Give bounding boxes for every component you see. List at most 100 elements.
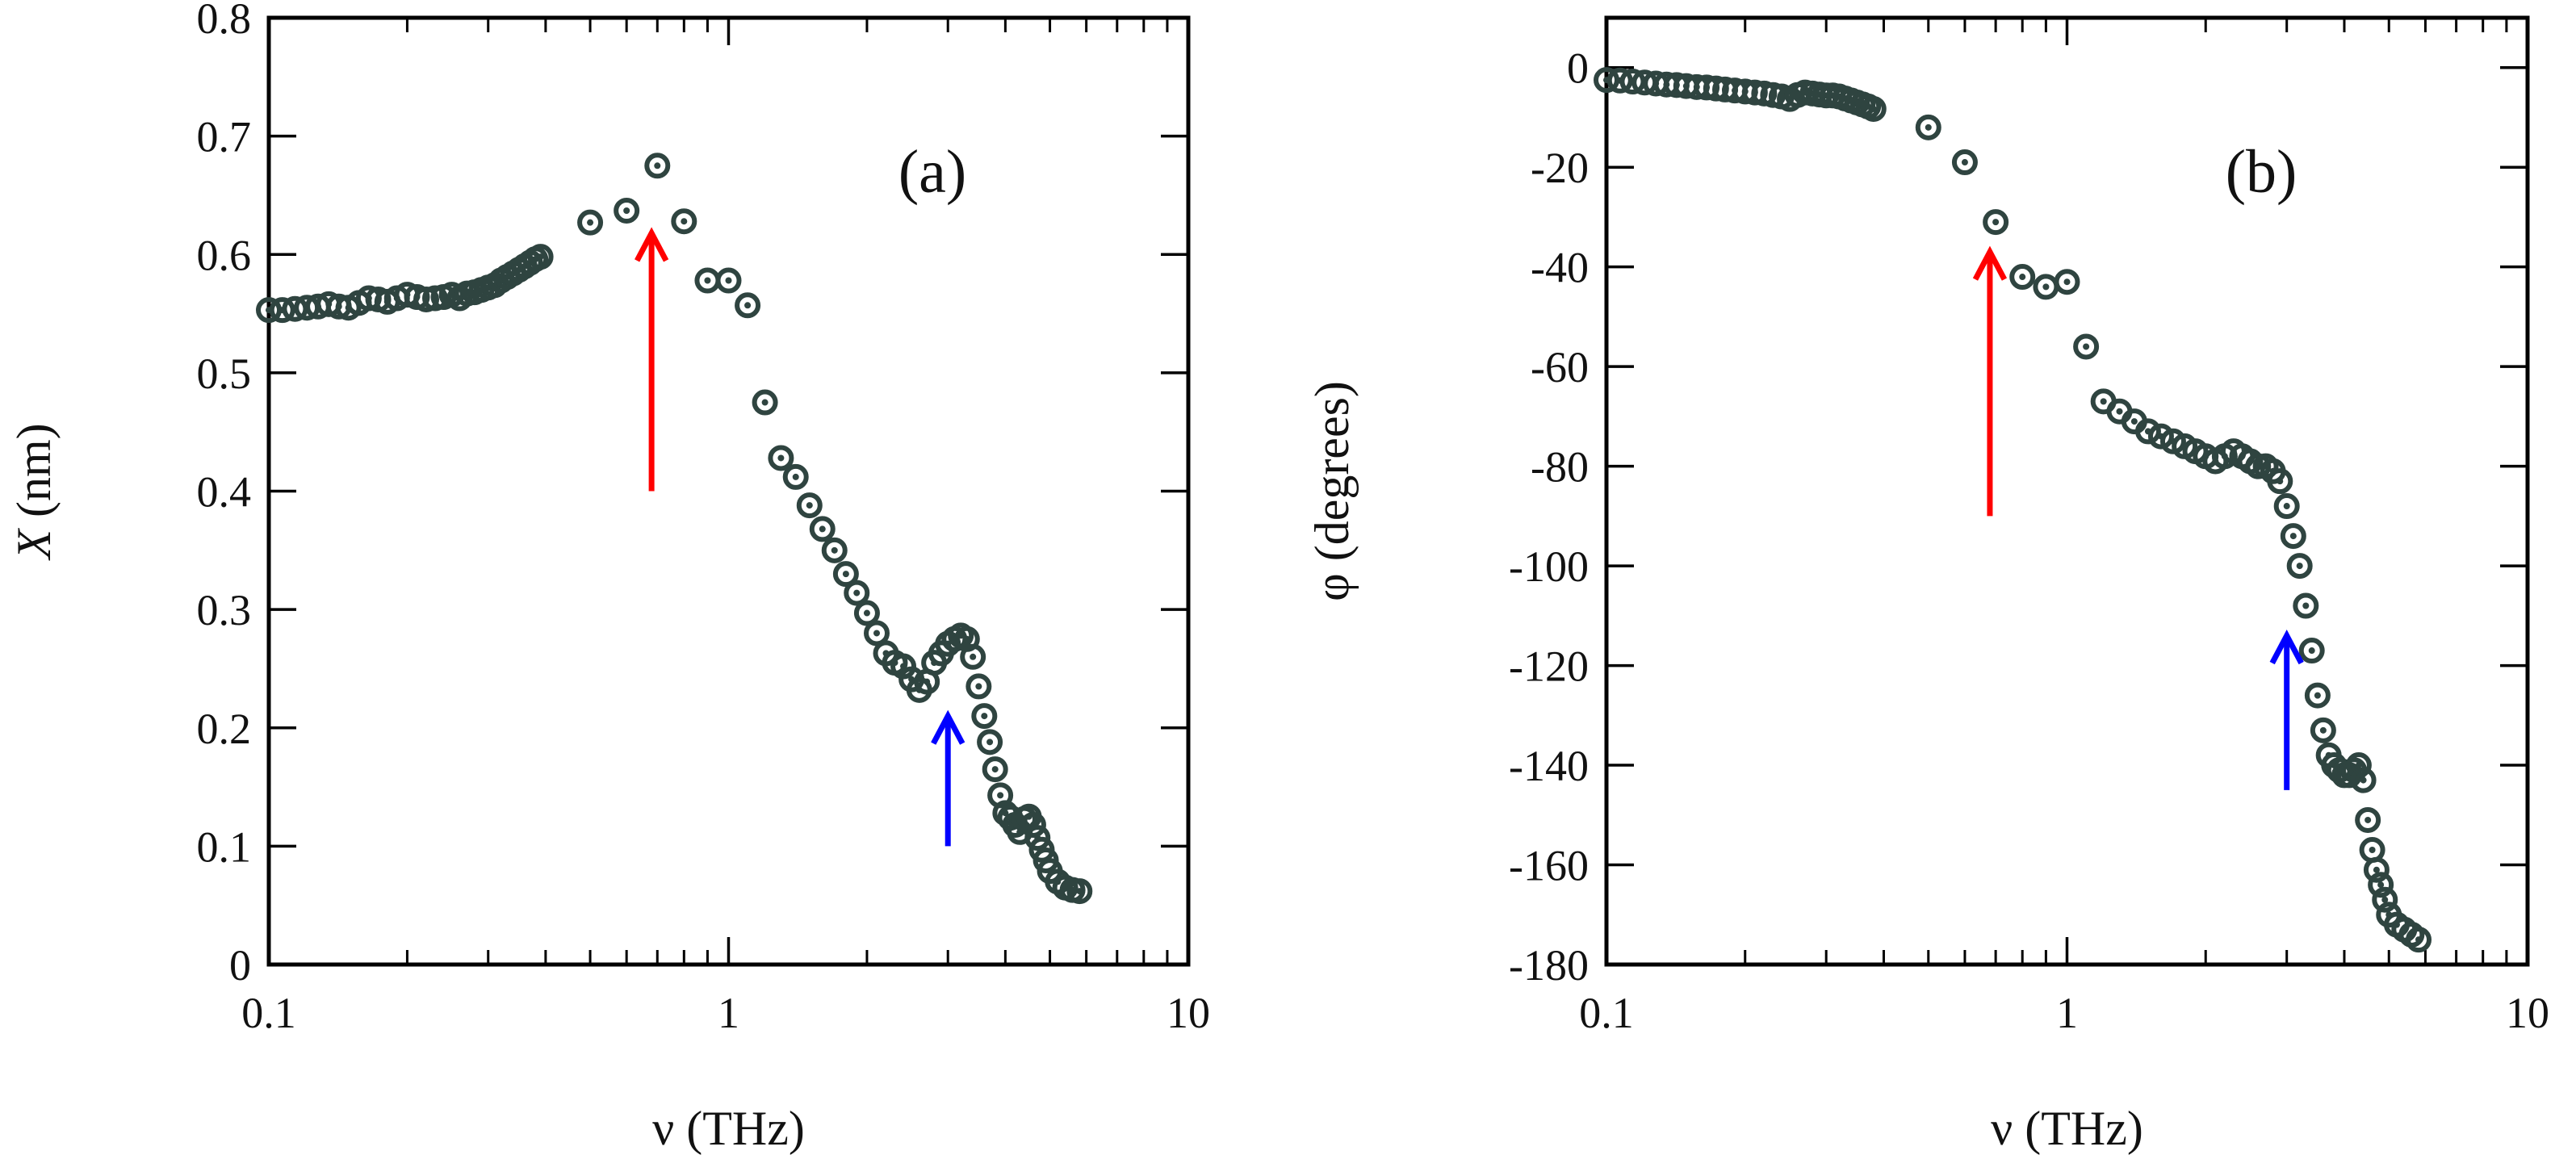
x-axis-label: ν (THz) (1991, 1102, 2143, 1155)
data-point-center (2283, 503, 2290, 510)
data-point-center (532, 256, 539, 263)
data-point-center (623, 207, 630, 214)
data-point (2033, 274, 2059, 300)
data-point-ring (2147, 423, 2174, 450)
data-point-ring (2293, 592, 2319, 619)
data-point (644, 153, 671, 179)
x-tick-label: 0.1 (241, 989, 296, 1037)
data-point (671, 208, 697, 235)
data-point (965, 673, 992, 700)
y-tick-label: -160 (1509, 842, 1589, 890)
x-tick-label: 10 (2506, 989, 2549, 1037)
data-point (1983, 209, 2009, 236)
data-point (832, 561, 859, 588)
y-axis-unit: (nm) (7, 423, 61, 529)
data-point (844, 580, 870, 606)
data-point-ring (965, 673, 992, 700)
data-point-ring (1024, 825, 1051, 852)
data-point-center (2415, 936, 2423, 944)
data-point-center (963, 635, 970, 642)
data-point-ring (2304, 682, 2331, 709)
y-tick-label: -100 (1509, 542, 1589, 591)
panel-b-chart: 0.1 1 10 0 -20 -40 -60 -80 -100 -120 -140 -160 -180 ν… (1305, 15, 2549, 1155)
data-point-center (2042, 283, 2050, 291)
data-point-center (1925, 123, 1932, 131)
data-point (2280, 523, 2306, 550)
data-point (2363, 856, 2390, 883)
panel-label: (a) (898, 138, 966, 206)
data-point-ring (2355, 806, 2381, 833)
data-point-center (2314, 692, 2321, 699)
x-tick-label: 10 (1167, 989, 1210, 1037)
y-tick-label: -180 (1509, 941, 1589, 990)
data-point (2286, 553, 2313, 580)
data-point-center (744, 302, 752, 309)
data-point-ring (1983, 209, 2009, 236)
arrow-head (635, 227, 669, 262)
data-point-ring (752, 389, 778, 416)
data-point (982, 756, 1008, 783)
data-point-ring (2345, 752, 2372, 779)
data-point-center (537, 253, 544, 261)
data-point-center (2369, 847, 2376, 854)
data-point (614, 197, 640, 224)
data-point-ring (2286, 553, 2313, 580)
y-tick-label: -80 (1531, 443, 1589, 492)
data-point (527, 244, 554, 270)
y-tick-label: -120 (1509, 642, 1589, 691)
data-point-ring (1915, 114, 1941, 140)
y-tick-label: 0.8 (197, 0, 252, 43)
data-point-center (654, 162, 661, 169)
data-point-center (975, 683, 982, 690)
data-point-center (2355, 762, 2362, 769)
data-point-center (970, 653, 977, 660)
y-tick-label: -20 (1531, 144, 1589, 192)
data-point (853, 600, 880, 626)
data-point (971, 703, 998, 730)
data-point-ring (960, 643, 986, 670)
data-point (2368, 872, 2394, 898)
data-point-center (2360, 776, 2367, 784)
data-point-center (991, 766, 999, 773)
data-point-ring (853, 600, 880, 626)
data-point (960, 643, 986, 670)
y-axis-symbol: X (7, 528, 61, 561)
data-point-center (981, 713, 988, 720)
y-tick-label: -40 (1531, 244, 1589, 292)
data-point-ring (977, 729, 1003, 755)
data-point-ring (2273, 493, 2300, 520)
data-point-center (1076, 888, 1083, 895)
data-point (796, 492, 823, 519)
data-point-ring (1020, 811, 1046, 838)
x-tick-label: 1 (2056, 989, 2078, 1037)
y-tick-label: 0.6 (197, 231, 252, 279)
data-point (1951, 149, 1978, 176)
data-point-center (2083, 343, 2090, 350)
data-point-ring (782, 463, 809, 490)
data-point-ring (768, 445, 794, 471)
data-point-ring (2134, 418, 2161, 445)
data-point-ring (971, 703, 998, 730)
data-point-ring (832, 561, 859, 588)
data-point-center (2377, 881, 2385, 889)
data-point (2304, 682, 2331, 709)
data-point (2406, 927, 2432, 953)
data-point (2350, 767, 2377, 793)
data-point-center (1865, 103, 1872, 110)
data-point (782, 463, 809, 490)
data-point-center (587, 219, 594, 226)
data-point-ring (671, 208, 697, 235)
data-point (2310, 717, 2336, 743)
data-point-ring (2372, 886, 2398, 913)
data-point-ring (2054, 269, 2080, 295)
data-point-center (2308, 647, 2315, 655)
y-tick-label: -140 (1509, 742, 1589, 790)
data-point-ring (796, 492, 823, 519)
data-point (2009, 264, 2036, 291)
data-point (2345, 752, 2372, 779)
data-point-ring (577, 209, 604, 236)
data-point-ring (2363, 856, 2390, 883)
arrow-head (931, 709, 965, 745)
data-point (2267, 468, 2293, 495)
